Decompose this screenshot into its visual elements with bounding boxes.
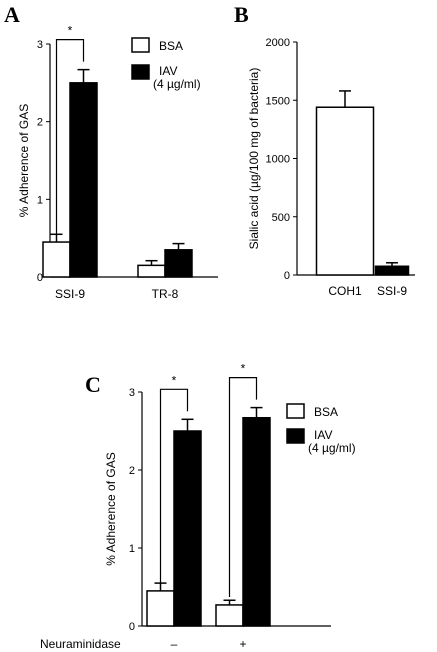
legend-swatch-bsa: [131, 37, 150, 53]
bar: [315, 106, 375, 276]
y-tick-label: 2: [37, 117, 43, 129]
bar-iav: [69, 82, 98, 278]
chart-panel-a: 0 1 2 3 % Adherence of GAS SSI-9 TR-8 * BSA IAV(4…: [17, 24, 218, 301]
bar-bsa: [146, 590, 175, 627]
bar-iav: [242, 416, 271, 627]
legend-label-iav: IAV: [159, 64, 177, 78]
bar-bsa: [137, 264, 166, 278]
legend-swatch-bsa: [286, 403, 305, 419]
significance-bracket: [55, 39, 85, 235]
y-tick-label: 2000: [266, 37, 290, 49]
panel-letter-c: C: [85, 372, 101, 397]
y-tick-label: 0: [129, 621, 135, 633]
legend-label-iav: IAV: [314, 428, 332, 442]
y-tick-label: 0: [284, 270, 290, 282]
x-category-label: +: [239, 637, 246, 651]
panel-letter-a: A: [4, 2, 20, 27]
y-tick-label: 1: [37, 194, 43, 206]
y-axis-title: Sialic acid (µg/100 mg of bacteria): [247, 68, 261, 250]
legend-label-bsa: BSA: [314, 405, 338, 419]
significance-star: *: [241, 362, 246, 376]
legend-label-bsa: BSA: [159, 39, 183, 53]
chart-panel-c: 0 1 2 3 % Adherence of GAS – + * * BSA IAV(4 µg/ml…: [40, 362, 356, 651]
bar-iav: [173, 430, 202, 627]
bar-bsa: [215, 604, 244, 627]
significance-bracket: [228, 377, 258, 597]
legend-swatch-iav: [131, 64, 150, 80]
x-category-label: SSI-9: [377, 284, 407, 298]
y-axis-title: % Adherence of GAS: [104, 452, 118, 565]
y-tick-label: 1: [129, 543, 135, 555]
y-tick-label: 1500: [266, 95, 290, 107]
chart-panel-b: 0 500 1000 1500 2000 Sialic acid (µg/100 mg o…: [247, 37, 415, 298]
y-tick-label: 0: [37, 272, 43, 284]
y-tick-label: 3: [129, 387, 135, 399]
x-category-label: TR-8: [152, 287, 179, 301]
significance-star: *: [68, 24, 73, 38]
y-tick-label: 1000: [266, 154, 290, 166]
y-tick-label: 500: [272, 212, 290, 224]
y-tick-label: 3: [37, 39, 43, 51]
y-tick-label: 2: [129, 465, 135, 477]
significance-star: *: [172, 373, 177, 387]
y-axis-title: % Adherence of GAS: [17, 104, 31, 217]
bar-iav: [164, 249, 193, 278]
bar: [374, 265, 410, 276]
significance-bracket: [159, 388, 189, 583]
x-category-label: COH1: [328, 284, 362, 298]
bar-bsa: [42, 241, 71, 278]
legend-label-iav-dose: (4 µg/ml): [308, 441, 356, 455]
x-category-label: SSI-9: [55, 287, 85, 301]
legend-label-iav-dose: (4 µg/ml): [153, 77, 201, 91]
x-category-label: –: [171, 637, 178, 651]
x-axis-title: Neuraminidase: [40, 637, 121, 651]
panel-letter-b: B: [234, 2, 249, 27]
legend-swatch-iav: [286, 428, 305, 444]
